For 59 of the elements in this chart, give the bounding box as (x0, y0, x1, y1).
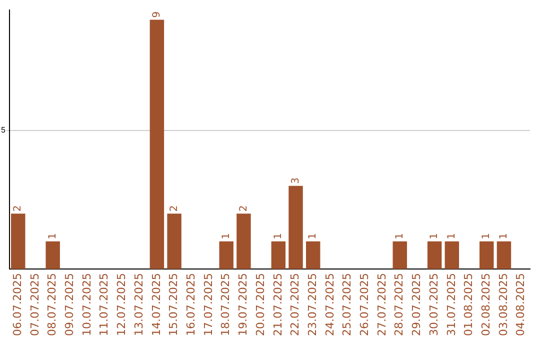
data-label: 1 (446, 232, 458, 240)
data-label: 1 (220, 232, 232, 240)
bar (271, 241, 286, 270)
x-tick-label: 08.07.2025 (46, 273, 59, 336)
x-tick-label: 29.07.2025 (410, 273, 424, 336)
bar (496, 241, 512, 270)
bar (444, 241, 460, 270)
x-tick-label: 22.07.2025 (288, 273, 302, 336)
data-label: 2 (238, 205, 250, 212)
data-label: 2 (12, 205, 24, 212)
x-tick-label: 13.07.2025 (132, 273, 146, 336)
data-label: 1 (498, 232, 510, 240)
x-tick-label: 14.07.2025 (150, 273, 163, 336)
x-tick-label: 23.07.2025 (306, 273, 319, 336)
x-tick-label: 27.07.2025 (375, 273, 388, 336)
x-tick-label: 01.08.2025 (462, 273, 476, 336)
bar (427, 241, 442, 270)
bar (306, 241, 320, 270)
bar (480, 241, 494, 270)
data-label: 1 (272, 232, 284, 240)
data-label: 1 (47, 232, 58, 240)
x-tick-label: 20.07.2025 (254, 273, 267, 336)
x-tick-label: 21.07.2025 (271, 273, 284, 336)
x-tick-label: 31.07.2025 (444, 273, 458, 336)
bar (11, 214, 26, 270)
data-label: 1 (394, 232, 406, 240)
x-tick-label: 02.08.2025 (479, 273, 492, 336)
x-tick-label: 17.07.2025 (202, 273, 215, 336)
bar (288, 186, 303, 270)
data-label: 3 (290, 178, 302, 184)
x-tick-label: 09.07.2025 (63, 273, 76, 336)
bar (219, 241, 234, 270)
bar (150, 20, 164, 270)
y-tick-label: 5 (0, 126, 6, 135)
x-tick-label: 06.07.2025 (10, 273, 24, 336)
bar (392, 241, 407, 270)
bar (236, 214, 251, 270)
bar (46, 241, 60, 270)
data-label: 9 (152, 11, 163, 18)
x-tick-label: 26.07.2025 (358, 273, 372, 336)
x-tick-label: 04.08.2025 (514, 273, 528, 336)
bar (167, 214, 182, 270)
data-label: 1 (308, 232, 319, 240)
x-tick-label: 03.08.2025 (496, 273, 510, 336)
data-label: 1 (481, 232, 492, 240)
x-tick-label: 11.07.2025 (98, 273, 111, 336)
x-tick-label: 28.07.2025 (392, 273, 406, 336)
data-label: 2 (168, 205, 180, 212)
x-tick-label: 15.07.2025 (167, 273, 180, 336)
data-label: 1 (429, 232, 440, 240)
x-tick-label: 18.07.2025 (219, 273, 232, 336)
x-tick-label: 25.07.2025 (340, 273, 354, 336)
x-tick-label: 16.07.2025 (184, 273, 198, 336)
x-tick-label: 30.07.2025 (427, 273, 440, 336)
x-tick-label: 10.07.2025 (80, 273, 94, 336)
x-tick-label: 07.07.2025 (28, 273, 42, 336)
x-tick-label: 12.07.2025 (115, 273, 128, 336)
x-tick-label: 24.07.2025 (323, 273, 336, 336)
x-tick-label: 19.07.2025 (236, 273, 250, 336)
